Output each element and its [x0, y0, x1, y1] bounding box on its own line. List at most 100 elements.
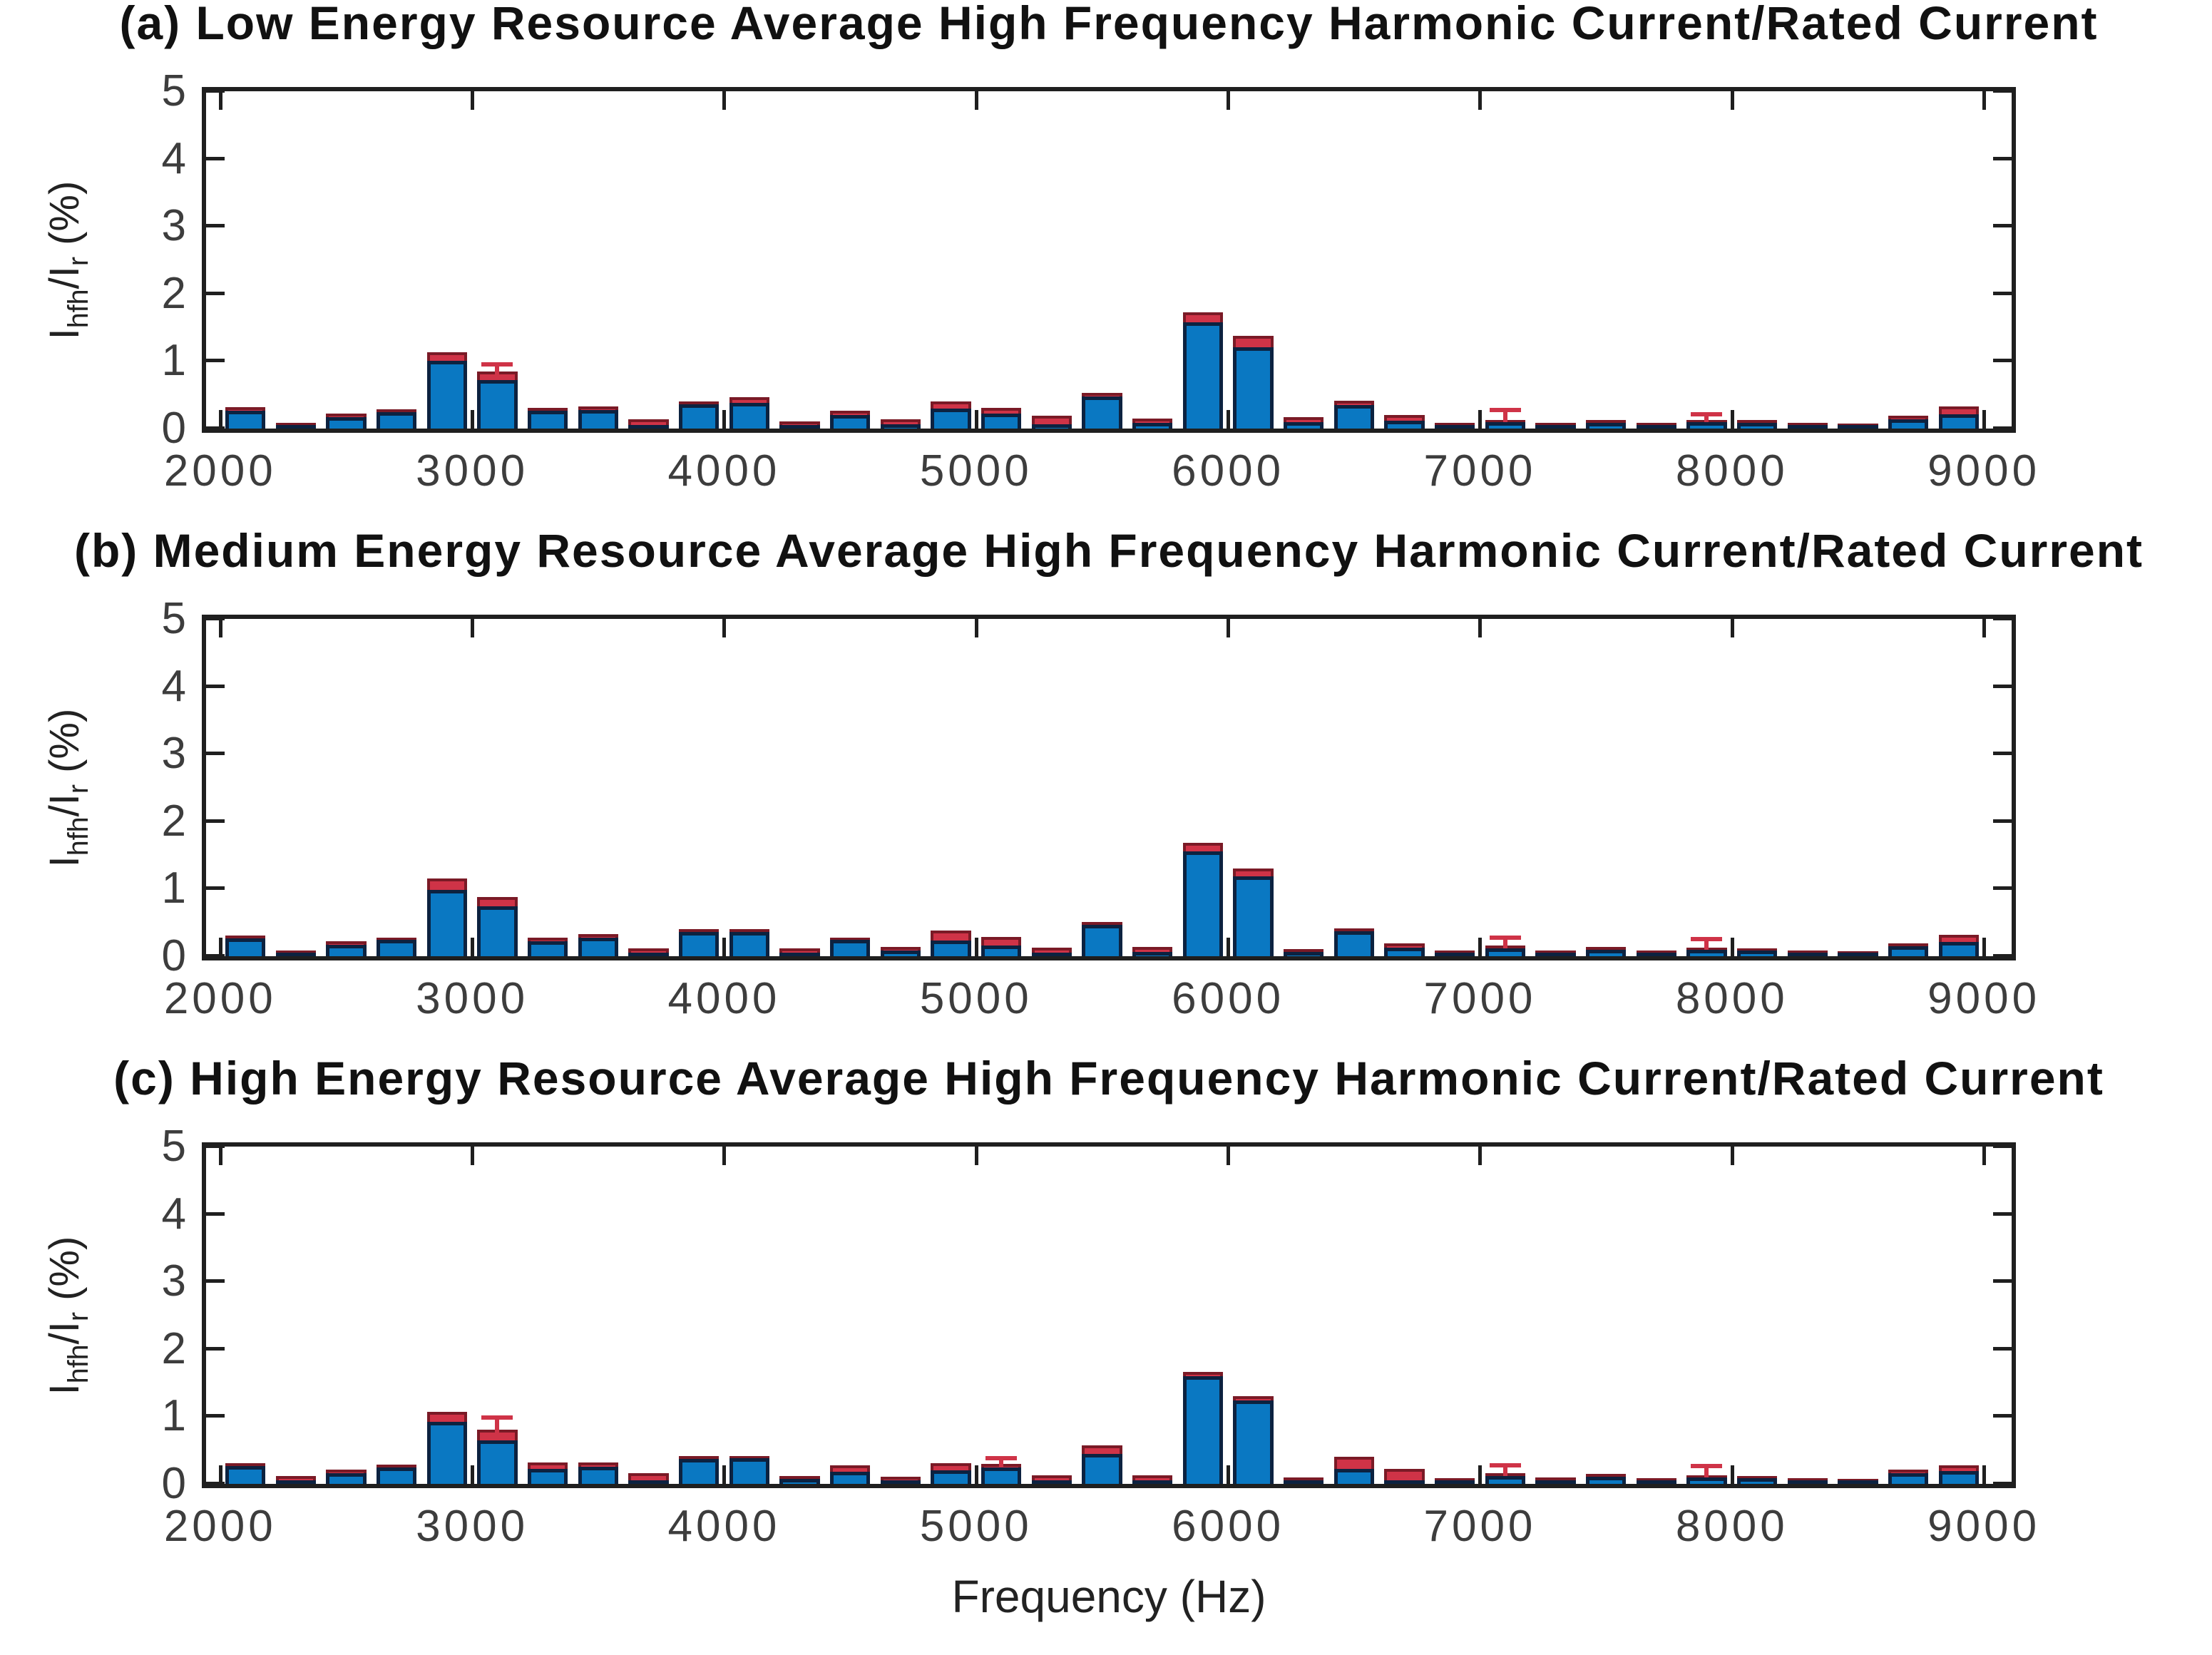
harmonic-current-bar: [1888, 946, 1929, 956]
harmonic-current-bar: [426, 890, 468, 956]
harmonic-current-bar: [1535, 425, 1576, 429]
y-axis-tick: [206, 1414, 225, 1418]
error-whisker-line: [1502, 1465, 1507, 1476]
harmonic-current-bar: [477, 906, 518, 956]
harmonic-current-bar: [1636, 1480, 1677, 1484]
harmonic-current-bar: [1082, 924, 1122, 956]
harmonic-current-bar: [1838, 1480, 1878, 1484]
harmonic-current-bar: [527, 941, 568, 956]
subplot-c-title: (c) High Energy Resource Average High Fr…: [113, 1052, 2104, 1105]
harmonic-current-bar: [1384, 420, 1425, 429]
ylabel-unit: (%): [41, 180, 88, 257]
error-whisker-cap: [1489, 1463, 1521, 1468]
error-range-bar: [880, 1476, 921, 1484]
harmonic-current-bar: [1384, 947, 1425, 956]
ylabel-subscript: r: [62, 256, 94, 266]
y-tick-label: 3: [161, 729, 186, 779]
subplot-a-ylabel: Ihfh/Ir (%): [41, 180, 95, 339]
x-axis-tick: [471, 1465, 475, 1484]
y-tick-label: 3: [161, 1256, 186, 1306]
x-axis-tick-top: [1730, 91, 1734, 110]
harmonic-current-bar: [1585, 1476, 1627, 1484]
harmonic-current-bar: [628, 425, 669, 429]
y-axis-tick: [206, 1346, 225, 1351]
y-tick-label: 1: [161, 336, 186, 386]
error-whisker-cap: [1691, 1464, 1723, 1469]
error-range-bar: [779, 421, 820, 429]
harmonic-current-bar: [1333, 404, 1375, 429]
x-axis-tick-top: [1730, 619, 1734, 637]
harmonic-current-bar: [1787, 953, 1828, 956]
ylabel-subscript: hfh: [62, 288, 94, 328]
harmonic-current-bar: [578, 410, 619, 429]
harmonic-current-bar: [1636, 425, 1677, 429]
x-axis-tick-top: [722, 619, 727, 637]
x-tick-label: 7000: [1423, 446, 1537, 496]
y-tick-label: 5: [161, 594, 186, 643]
harmonic-current-bar: [1736, 1478, 1778, 1484]
harmonic-current-bar: [527, 1469, 568, 1484]
x-tick-label: 4000: [667, 1502, 781, 1551]
harmonic-current-bar: [1182, 851, 1224, 956]
x-tick-label: 5000: [919, 446, 1033, 496]
y-axis-tick: [206, 954, 225, 958]
y-axis-tick: [206, 1482, 225, 1485]
x-axis-tick-top: [1478, 91, 1483, 110]
harmonic-current-bar: [980, 945, 1022, 956]
x-axis-tick-top: [722, 91, 727, 110]
y-axis-tick: [206, 1144, 225, 1148]
y-axis-tick: [206, 1279, 225, 1283]
y-axis-tick-right: [1993, 1346, 2012, 1351]
y-tick-label: 0: [161, 404, 186, 453]
harmonic-current-bar: [1485, 1475, 1526, 1484]
harmonic-current-bar: [729, 403, 770, 429]
x-axis-tick: [1730, 1465, 1734, 1484]
harmonic-current-bar: [678, 931, 720, 956]
error-whisker-line: [1704, 1466, 1709, 1477]
harmonic-current-bar: [628, 953, 669, 956]
error-whisker-line: [999, 1458, 1004, 1468]
x-axis-tick: [1730, 938, 1734, 956]
harmonic-current-bar: [225, 411, 266, 429]
y-axis-tick: [206, 1211, 225, 1216]
y-tick-label: 5: [161, 66, 186, 116]
x-tick-label: 2000: [163, 974, 277, 1023]
harmonic-current-bar: [275, 953, 317, 956]
error-whisker-line: [1502, 937, 1507, 948]
y-axis-tick: [206, 752, 225, 756]
harmonic-current-bar: [1787, 425, 1828, 429]
harmonic-current-bar: [527, 411, 568, 429]
harmonic-current-bar: [829, 940, 871, 956]
error-range-bar: [275, 1475, 317, 1484]
ylabel-subscript: r: [62, 784, 94, 794]
x-tick-label: 8000: [1675, 446, 1788, 496]
error-whisker-cap: [1691, 937, 1723, 942]
x-axis-tick: [471, 410, 475, 429]
y-tick-label: 4: [161, 133, 186, 183]
harmonic-current-bar: [931, 408, 971, 429]
y-axis-tick: [206, 89, 225, 93]
harmonic-current-bar: [477, 379, 518, 429]
y-axis-tick-right: [1993, 1211, 2012, 1216]
harmonic-current-bar: [1938, 942, 1980, 956]
harmonic-current-bar: [225, 1466, 266, 1484]
harmonic-current-bar: [1485, 948, 1526, 956]
subplot-c-ylabel: Ihfh/Ir (%): [41, 1236, 95, 1395]
y-axis-tick-right: [1993, 1144, 2012, 1148]
y-axis-tick: [206, 684, 225, 688]
error-whisker-cap: [1489, 407, 1521, 412]
x-tick-label: 6000: [1172, 1502, 1285, 1551]
harmonic-current-bar: [829, 415, 871, 429]
error-range-bar: [779, 948, 820, 956]
subplot-b: (b) Medium Energy Resource Average High …: [41, 524, 2142, 1023]
ylabel-symbol: /I: [41, 1321, 88, 1344]
harmonic-current-bar: [1535, 953, 1576, 956]
harmonic-current-bar: [1333, 931, 1375, 956]
harmonic-current-bar: [1031, 1480, 1072, 1484]
x-tick-label: 2000: [163, 1502, 277, 1551]
harmonic-current-bar: [1031, 424, 1072, 429]
y-axis-tick-right: [1993, 1482, 2012, 1485]
harmonic-current-bar: [1132, 952, 1173, 956]
harmonic-current-bar: [1585, 949, 1627, 956]
harmonic-current-bar: [225, 938, 266, 956]
